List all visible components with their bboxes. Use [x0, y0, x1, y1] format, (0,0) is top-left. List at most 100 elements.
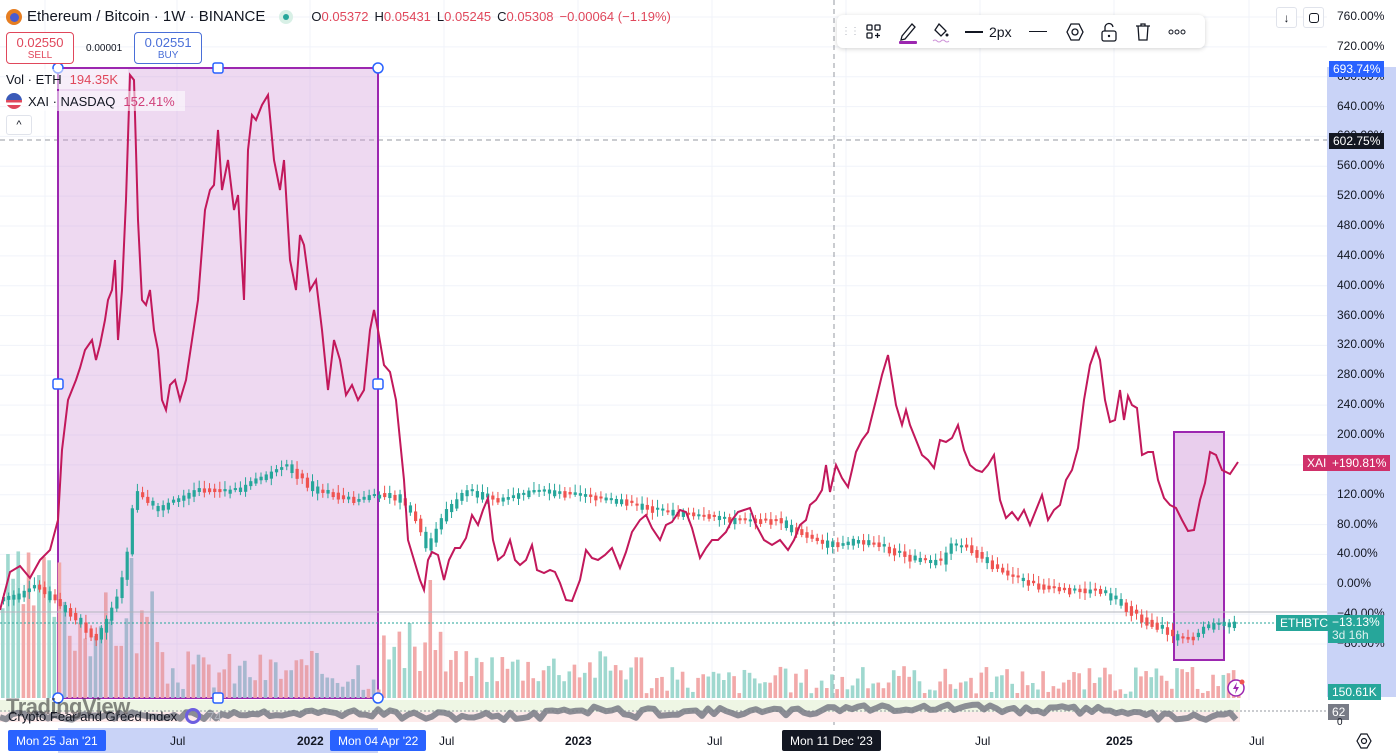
time-range-highlight: [58, 728, 378, 753]
ethereum-bitcoin-icon: [6, 8, 22, 25]
chart-pane[interactable]: [0, 0, 1327, 728]
loading-cycle-icon: [185, 708, 202, 724]
time-tick: Jul: [170, 734, 186, 748]
fullscreen-icon: [1308, 12, 1319, 23]
handle-mid-right[interactable]: [372, 378, 384, 390]
more-icon[interactable]: [1160, 15, 1194, 48]
time-tick: Jul: [439, 734, 455, 748]
fill-color-icon[interactable]: [925, 15, 959, 48]
pencil-color-icon[interactable]: [891, 15, 925, 48]
handle-bottom-right[interactable]: [372, 692, 384, 704]
arrow-down-icon: ↓: [1283, 10, 1290, 25]
chevron-up-icon: ^: [16, 119, 22, 131]
tradingview-watermark: TradingView: [6, 694, 130, 719]
trash-icon[interactable]: [1126, 15, 1160, 48]
ohlc-open-key: O: [311, 9, 322, 24]
range-end-date-tag: Mon 04 Apr '22: [330, 730, 427, 751]
price-tick: 80.00%: [1337, 516, 1378, 531]
fullscreen-button[interactable]: [1303, 7, 1324, 28]
ohlc-close-key: C: [497, 9, 507, 24]
handle-top-mid[interactable]: [212, 62, 224, 74]
price-tick: 240.00%: [1337, 397, 1385, 412]
collapse-legend-button[interactable]: ^: [6, 115, 32, 135]
fear-greed-value: 74: [207, 708, 222, 724]
price-tick: 440.00%: [1337, 247, 1385, 262]
price-tick: 280.00%: [1337, 367, 1385, 382]
xai-symbol-label: XAI: [1303, 455, 1331, 471]
price-tick: 320.00%: [1337, 337, 1385, 352]
price-tick: 200.00%: [1337, 427, 1385, 441]
buy-label: BUY: [157, 49, 179, 61]
price-tick: 120.00%: [1337, 486, 1385, 501]
symbol-title[interactable]: Ethereum / Bitcoin · 1W · BINANCE: [27, 8, 266, 25]
range-rectangle-2025[interactable]: [1173, 431, 1225, 661]
line-width-selector[interactable]: 2px: [959, 15, 1018, 48]
ethbtc-symbol-label: ETHBTC: [1276, 615, 1332, 631]
symbol-legend: Ethereum / Bitcoin · 1W · BINANCE O0.053…: [6, 8, 671, 25]
unlock-icon[interactable]: [1092, 15, 1126, 48]
price-tick: 40.00%: [1337, 546, 1378, 561]
ohlc-high: 0.05431: [383, 9, 431, 24]
fear-greed-line: [0, 701, 1239, 723]
buy-button[interactable]: 0.02551 BUY: [134, 32, 203, 64]
ohlc-low: 0.05245: [444, 9, 492, 24]
price-tick: 520.00%: [1337, 188, 1385, 203]
line-width-icon: [965, 30, 983, 33]
volume-legend[interactable]: Vol · ETH 194.35K: [6, 69, 129, 89]
settings-icon[interactable]: [1356, 733, 1372, 749]
price-tick: 640.00%: [1337, 98, 1385, 113]
ethbtc-change: −13.13%: [1332, 615, 1380, 629]
drawing-toolbar: ⋮⋮ 2px: [837, 15, 1205, 48]
range-start-date-tag: Mon 25 Jan '21: [8, 730, 106, 751]
scroll-to-realtime-button[interactable]: ↓: [1276, 7, 1297, 28]
fear-greed-name: Crypto Fear and Greed Index: [8, 708, 178, 724]
settings-hex-icon[interactable]: [1058, 15, 1092, 48]
ethbtc-price-tag: −13.13% 3d 16h: [1328, 615, 1384, 643]
handle-bottom-mid[interactable]: [212, 692, 224, 704]
volume-tag: 150.61K: [1328, 684, 1381, 700]
time-tick: Jul: [1249, 734, 1265, 748]
handle-top-right[interactable]: [372, 62, 384, 74]
price-tick: 0.00%: [1337, 576, 1372, 591]
range-rectangle-2021[interactable]: [57, 67, 379, 699]
xai-price-tag: +190.81%: [1328, 455, 1391, 471]
crosshair-date-tag: Mon 11 Dec '23: [782, 730, 881, 751]
line-style-icon[interactable]: [1018, 15, 1058, 48]
fear-greed-tag: 62: [1328, 704, 1350, 720]
ohlc-high-key: H: [374, 9, 384, 24]
bar-countdown: 3d 16h: [1332, 628, 1369, 642]
template-icon[interactable]: [857, 15, 891, 48]
time-tick: 2025: [1106, 734, 1133, 748]
xai-legend[interactable]: XAI · NASDAQ 152.41%: [6, 91, 185, 111]
handle-bottom-left[interactable]: [52, 692, 64, 704]
price-change: −0.00064 (−1.19%): [559, 9, 671, 24]
volume-indicator-name: Vol · ETH: [6, 71, 62, 87]
buy-price: 0.02551: [144, 34, 192, 50]
spread-value: 0.00001: [86, 42, 123, 54]
crosshair-price-tag: 602.75%: [1329, 133, 1385, 149]
time-tick: 2023: [565, 734, 592, 748]
market-open-icon: [279, 9, 294, 24]
lightning-alert-icon[interactable]: [1226, 678, 1246, 698]
volume-bars: [1, 551, 1241, 698]
ohlc-values: O0.05372 H0.05431 L0.05245 C0.05308 −0.0…: [311, 9, 670, 24]
range-top-price-tag: 693.74%: [1329, 61, 1385, 77]
ohlc-open: 0.05372: [321, 9, 369, 24]
handle-mid-left[interactable]: [52, 378, 64, 390]
drag-grip-icon[interactable]: ⋮⋮: [841, 26, 860, 37]
price-tick: 480.00%: [1337, 218, 1385, 232]
sell-button[interactable]: 0.02550 SELL: [6, 32, 74, 64]
range-handles[interactable]: [52, 62, 384, 704]
price-scale[interactable]: 760.00%720.00%680.00%640.00%600.00%560.0…: [1327, 0, 1396, 728]
price-tick: 360.00%: [1337, 307, 1385, 322]
trade-buttons: 0.02550 SELL 0.00001 0.02551 BUY: [6, 32, 203, 64]
volume-indicator-value: 194.35K: [69, 71, 119, 87]
fear-greed-legend[interactable]: Crypto Fear and Greed Index 74: [8, 708, 222, 724]
price-range-highlight: [1327, 67, 1396, 697]
xai-comparison-line: [0, 72, 1239, 611]
time-scale[interactable]: Jul 2022 Jul 2023 Jul Jul 2025 Jul Mon 25 Jan '…: [0, 728, 1396, 753]
price-tick: 560.00%: [1337, 158, 1385, 173]
ohlc-close: 0.05308: [506, 9, 554, 24]
price-tick: 760.00%: [1337, 9, 1385, 23]
